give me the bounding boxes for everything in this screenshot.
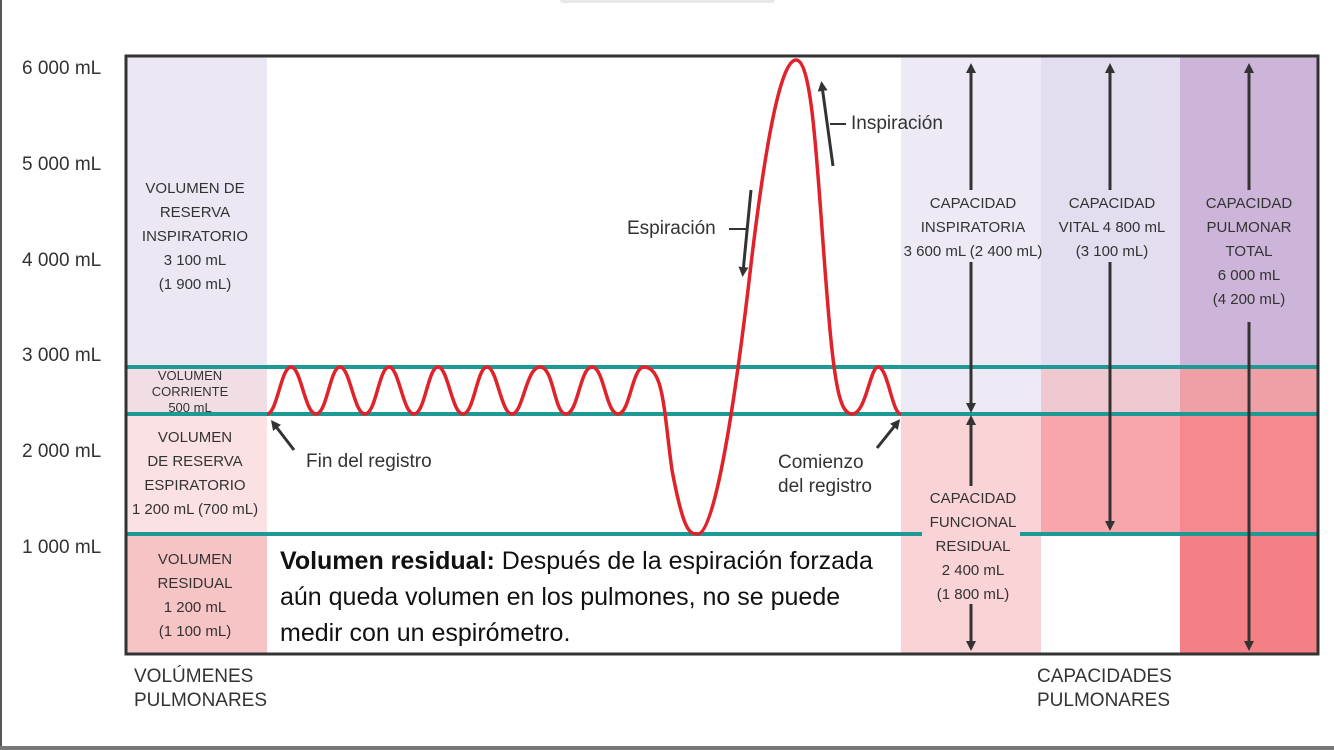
spirometer-trace [266, 58, 902, 536]
ic-label: CAPACIDAD INSPIRATORIA 3 600 mL (2 400 m… [904, 195, 1043, 260]
svg-text:(1 100 mL): (1 100 mL) [159, 623, 232, 640]
svg-text:(1 900 mL): (1 900 mL) [159, 276, 232, 293]
svg-text:VITAL 4 800 mL: VITAL 4 800 mL [1059, 219, 1166, 236]
ytick-2000: 2 000 mL [22, 441, 101, 462]
inspiration-label: Inspiración [851, 113, 943, 134]
svg-text:PULMONAR: PULMONAR [1206, 219, 1291, 236]
page-bottom-bar [0, 746, 1334, 750]
end-record-arrow [270, 420, 296, 451]
footer-capacities-2: PULMONARES [1037, 690, 1170, 711]
residual-note-title: Volumen residual: [280, 547, 495, 575]
tlc-label: CAPACIDAD PULMONAR TOTAL 6 000 mL (4 200… [1206, 195, 1293, 308]
ytick-5000: 5 000 mL [22, 154, 101, 175]
svg-text:ESPIRATORIO: ESPIRATORIO [144, 477, 245, 494]
svg-text:3 100 mL: 3 100 mL [164, 252, 227, 269]
svg-text:RESERVA: RESERVA [160, 204, 230, 221]
svg-text:CAPACIDAD: CAPACIDAD [930, 195, 1017, 212]
svg-text:RESIDUAL: RESIDUAL [157, 575, 232, 592]
footer-volumes-2: PULMONARES [134, 690, 267, 711]
ytick-1000: 1 000 mL [22, 537, 101, 558]
svg-text:(1 800 mL): (1 800 mL) [937, 586, 1010, 603]
svg-text:INSPIRATORIA: INSPIRATORIA [921, 219, 1025, 236]
frc-label: CAPACIDAD FUNCIONAL RESIDUAL 2 400 mL (1… [930, 490, 1017, 603]
tv-label: VOLUMEN CORRIENTE 500 mL [152, 368, 229, 415]
rv-region [126, 534, 267, 654]
svg-text:FUNCIONAL: FUNCIONAL [930, 514, 1017, 531]
residual-volume-note: Volumen residual: Después de la espiraci… [280, 543, 880, 651]
svg-text:VOLUMEN DE: VOLUMEN DE [145, 180, 244, 197]
svg-text:1 200 mL: 1 200 mL [164, 599, 227, 616]
rv-label: VOLUMEN RESIDUAL 1 200 mL (1 100 mL) [157, 551, 232, 640]
svg-text:3 600 mL (2 400 mL): 3 600 mL (2 400 mL) [904, 243, 1043, 260]
irv-label: VOLUMEN DE RESERVA INSPIRATORIO 3 100 mL… [142, 180, 248, 293]
svg-text:RESIDUAL: RESIDUAL [935, 538, 1010, 555]
erv-label: VOLUMEN DE RESERVA ESPIRATORIO 1 200 mL … [132, 429, 258, 518]
svg-text:CORRIENTE: CORRIENTE [152, 384, 229, 399]
ytick-4000: 4 000 mL [22, 250, 101, 271]
top-tab [560, 0, 775, 3]
tv-region [126, 367, 267, 414]
start-record-label-1: Comienzo [778, 452, 864, 473]
erv-region [126, 414, 267, 534]
svg-text:1 200 mL (700 mL): 1 200 mL (700 mL) [132, 501, 258, 518]
start-record-label-2: del registro [778, 476, 872, 497]
vc-label: CAPACIDAD VITAL 4 800 mL (3 100 mL) [1059, 195, 1166, 260]
ytick-6000: 6 000 mL [22, 58, 101, 79]
svg-text:TOTAL: TOTAL [1226, 243, 1273, 260]
chart-frame [124, 54, 1320, 656]
footer-capacities-1: CAPACIDADES [1037, 666, 1172, 687]
svg-text:CAPACIDAD: CAPACIDAD [1206, 195, 1293, 212]
svg-text:VOLUMEN: VOLUMEN [158, 368, 222, 383]
expiration-arrow [738, 189, 753, 277]
svg-text:(3 100 mL): (3 100 mL) [1076, 243, 1149, 260]
svg-text:500 mL: 500 mL [168, 400, 211, 415]
expiration-label: Espiración [627, 218, 716, 239]
svg-text:DE RESERVA: DE RESERVA [147, 453, 242, 470]
residual-note-text: Después de la espiración forzada aún que… [280, 547, 873, 647]
inspiration-arrow [817, 81, 835, 167]
svg-text:CAPACIDAD: CAPACIDAD [930, 490, 1017, 507]
svg-text:2 400 mL: 2 400 mL [942, 562, 1005, 579]
svg-text:6 000 mL: 6 000 mL [1218, 267, 1281, 284]
svg-text:INSPIRATORIO: INSPIRATORIO [142, 228, 248, 245]
ytick-3000: 3 000 mL [22, 345, 101, 366]
footer-volumes-1: VOLÚMENES [134, 665, 253, 687]
svg-text:(4 200 mL): (4 200 mL) [1213, 291, 1286, 308]
end-record-label: Fin del registro [306, 451, 432, 472]
svg-text:VOLUMEN: VOLUMEN [158, 551, 232, 568]
irv-region [126, 56, 267, 367]
start-record-arrow [875, 419, 901, 449]
page-border [0, 0, 2, 750]
svg-text:VOLUMEN: VOLUMEN [158, 429, 232, 446]
svg-text:CAPACIDAD: CAPACIDAD [1069, 195, 1156, 212]
